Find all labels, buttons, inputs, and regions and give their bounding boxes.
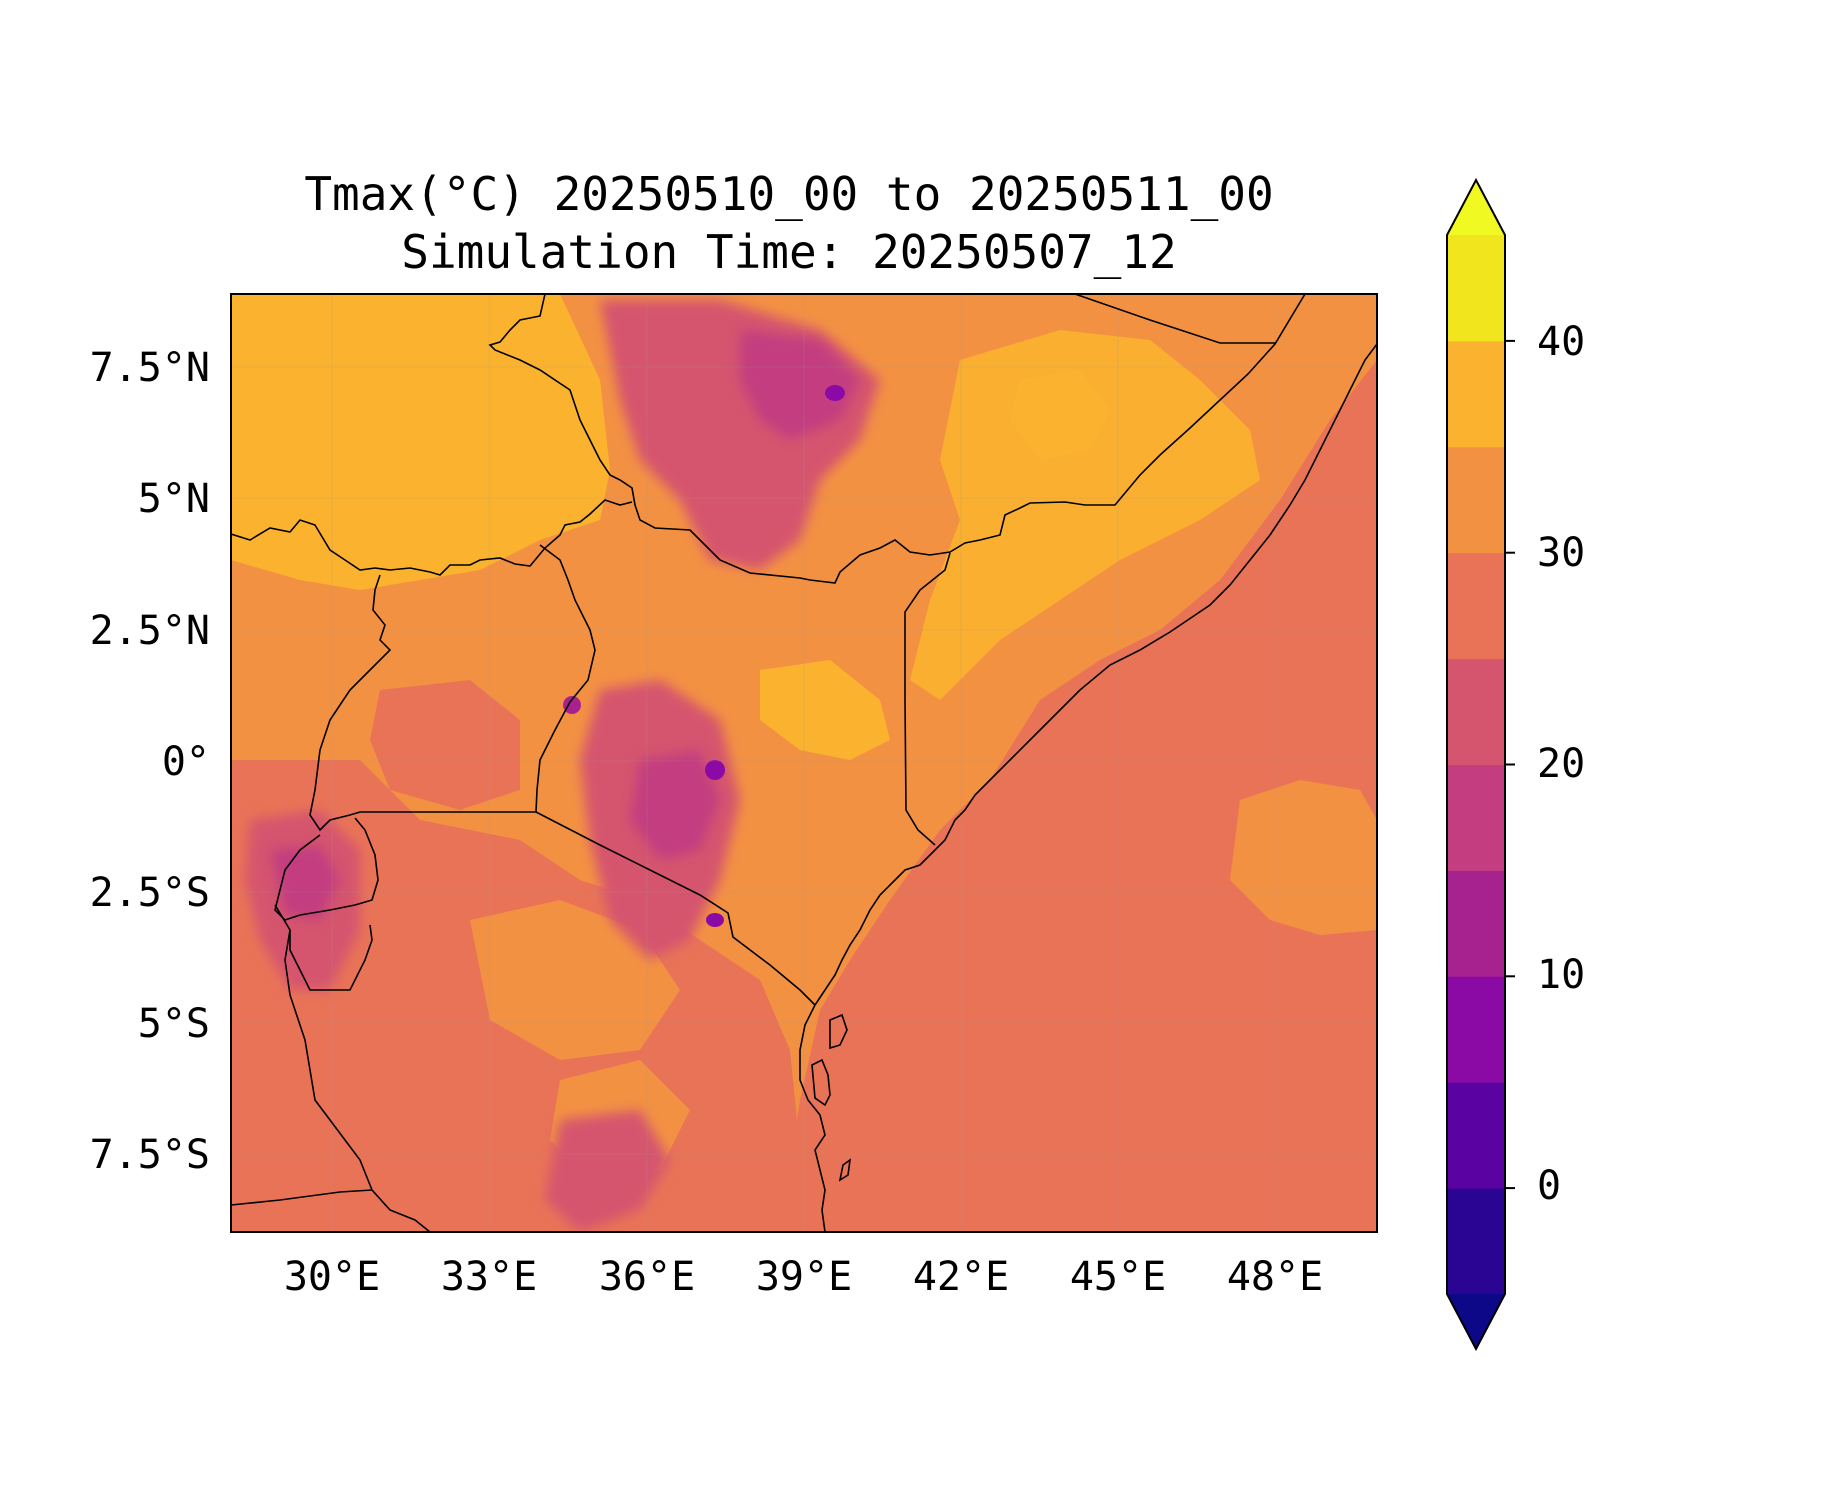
rift-highlands-core (630, 750, 720, 860)
ethiopia-peak (825, 385, 845, 401)
y-tick-label: 5°N (138, 476, 210, 522)
kenya-tanzania-border (535, 811, 816, 1006)
colorbar-segment (1447, 764, 1505, 871)
colorbar-tick-label: 40 (1537, 319, 1585, 365)
country-borders (231, 294, 1377, 1232)
colorbar-segment (1447, 870, 1505, 977)
lake-victoria-region (370, 680, 520, 810)
colorbar-segment (1447, 1082, 1505, 1189)
x-tick-label: 48°E (1227, 1254, 1323, 1300)
coastline (799, 343, 1377, 1232)
ogaden-hot-patch (1010, 370, 1110, 460)
y-tick-label: 7.5°S (90, 1132, 210, 1178)
colorbar-ticks: 40 30 20 10 0 (1537, 319, 1585, 1209)
x-tick-label: 33°E (441, 1254, 537, 1300)
colorbar (1446, 177, 1515, 1352)
tanzania-drc-border (284, 929, 431, 1232)
zanzibar-outline (829, 1013, 848, 1050)
mt-kenya-peak (705, 760, 725, 780)
colorbar-extend-max (1447, 180, 1505, 235)
colorbar-segment (1447, 446, 1505, 554)
tanzania-warm-patch (470, 900, 680, 1060)
x-tick-label: 42°E (913, 1254, 1009, 1300)
elgon-peak (563, 696, 581, 714)
pemba-outline (811, 1058, 831, 1107)
south-sudan-hot-region (231, 294, 610, 590)
colorbar-outline (1446, 177, 1506, 1352)
colorbar-segment (1447, 235, 1505, 342)
colorbar-segment (1447, 1188, 1505, 1295)
y-tick-label: 5°S (138, 1001, 210, 1047)
chart-title: Tmax(°C) 20250510_00 to 20250511_00 (304, 167, 1273, 221)
rwanda-burundi-border (274, 817, 379, 991)
colorbar-tick-label: 10 (1537, 952, 1585, 998)
y-tick-label: 0° (162, 739, 210, 785)
x-tick-label: 30°E (284, 1254, 380, 1300)
y-tick-label: 2.5°S (90, 870, 210, 916)
kenya-somalia-border (904, 552, 951, 846)
indian-ocean-warm-patch (1230, 780, 1377, 935)
colorbar-segment (1447, 976, 1505, 1083)
albertine-rift-core (270, 845, 340, 920)
colorbar-tick-label: 20 (1537, 741, 1585, 787)
somalia-hot-region (910, 330, 1260, 700)
ethiopia-highlands-core (740, 330, 860, 440)
kilimanjaro-peak (706, 913, 724, 927)
colorbar-extend-min (1447, 1294, 1505, 1349)
zambia-border (231, 1189, 373, 1206)
colorbar-segment (1447, 658, 1505, 765)
kenya-uganda-border (535, 544, 596, 813)
mafia-outline (838, 1158, 852, 1182)
colorbar-tick-label: 0 (1537, 1163, 1561, 1209)
gridlines (231, 294, 1377, 1232)
temperature-field (231, 294, 1377, 1232)
somaliland-border (1074, 294, 1275, 344)
south-sudan-border (231, 499, 633, 576)
x-axis-ticks: 30°E 33°E 36°E 39°E 42°E 45°E 48°E (284, 1254, 1323, 1300)
colorbar-segment (1447, 552, 1505, 660)
chart-subtitle: Simulation Time: 20250507_12 (401, 225, 1176, 279)
colorbar-segment (1447, 340, 1505, 448)
map-frame (230, 293, 1378, 1233)
y-tick-label: 7.5°N (90, 345, 210, 391)
y-axis-ticks: 7.5°N 5°N 2.5°N 0° 2.5°S 5°S 7.5°S (90, 345, 210, 1178)
uganda-drc-border (309, 574, 392, 832)
x-tick-label: 39°E (756, 1254, 852, 1300)
kenya-hot-patch (760, 660, 890, 760)
sudan-ethiopia-border (488, 294, 1306, 584)
x-tick-label: 45°E (1070, 1254, 1166, 1300)
y-tick-label: 2.5°N (90, 608, 210, 654)
southern-highlands (545, 1110, 670, 1232)
colorbar-tick-label: 30 (1537, 530, 1585, 576)
x-tick-label: 36°E (599, 1254, 695, 1300)
